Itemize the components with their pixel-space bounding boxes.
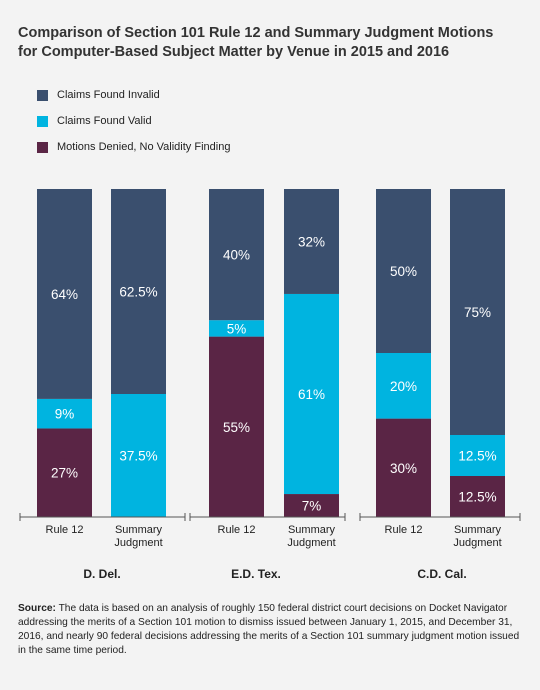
- data-label-denied-0: 27%: [51, 466, 78, 481]
- group-label-1: E.D. Tex.: [231, 567, 281, 581]
- bar-invalid-4: [376, 189, 431, 353]
- source-label: Source:: [18, 603, 56, 614]
- source-note: Source: The data is based on an analysis…: [18, 602, 523, 658]
- bar-denied-2: [209, 336, 264, 517]
- stacked-bar-chart: 27%9%64%Rule 1237.5%62.5%SummaryJudgment…: [19, 189, 521, 581]
- data-label-invalid-3: 32%: [298, 234, 325, 249]
- data-label-valid-2: 5%: [227, 321, 247, 336]
- category-label-0-0: Rule 12: [46, 524, 84, 536]
- chart-title-line-2: for Computer-Based Subject Matter by Ven…: [18, 44, 450, 60]
- data-label-invalid-1: 62.5%: [119, 285, 157, 300]
- bar-valid-2: [209, 320, 264, 337]
- data-label-valid-5: 12.5%: [458, 449, 496, 464]
- bar-invalid-0: [37, 189, 92, 399]
- data-label-valid-1: 37.5%: [119, 449, 157, 464]
- bar-invalid-2: [209, 189, 264, 321]
- group-label-2: C.D. Cal.: [417, 567, 466, 581]
- data-label-invalid-4: 50%: [390, 264, 417, 279]
- category-label-1-1: Judgment: [114, 537, 162, 549]
- bar-valid-0: [37, 398, 92, 429]
- chart-title: Comparison of Section 101 Rule 12 and Su…: [18, 24, 518, 62]
- category-label-4-0: Rule 12: [385, 524, 423, 536]
- category-label-2-0: Rule 12: [218, 524, 256, 536]
- chart-title-line-1: Comparison of Section 101 Rule 12 and Su…: [18, 25, 494, 41]
- data-label-valid-0: 9%: [55, 407, 75, 422]
- data-label-denied-4: 30%: [390, 461, 417, 476]
- data-label-denied-2: 55%: [223, 420, 250, 435]
- bar-invalid-3: [284, 189, 339, 294]
- data-label-invalid-5: 75%: [464, 305, 491, 320]
- bar-denied-3: [284, 494, 339, 517]
- legend-swatch-valid: [37, 116, 48, 127]
- category-label-3-1: Judgment: [287, 537, 335, 549]
- bar-valid-1: [111, 394, 166, 517]
- category-label-5-1: Judgment: [453, 537, 501, 549]
- data-label-valid-3: 61%: [298, 387, 325, 402]
- data-label-denied-3: 7%: [302, 499, 322, 514]
- legend-label-invalid: Claims Found Invalid: [57, 89, 160, 101]
- bar-invalid-5: [450, 189, 505, 435]
- legend-label-denied: Motions Denied, No Validity Finding: [57, 141, 231, 153]
- data-label-valid-4: 20%: [390, 379, 417, 394]
- data-label-invalid-0: 64%: [51, 287, 78, 302]
- source-text: The data is based on an analysis of roug…: [18, 603, 520, 656]
- bar-valid-5: [450, 435, 505, 476]
- legend-swatch-invalid: [37, 90, 48, 101]
- bar-denied-5: [450, 476, 505, 517]
- category-label-3-0: Summary: [288, 524, 336, 536]
- bar-valid-3: [284, 293, 339, 495]
- bar-valid-4: [376, 353, 431, 419]
- bar-denied-4: [376, 418, 431, 517]
- legend-label-valid: Claims Found Valid: [57, 115, 152, 127]
- data-label-invalid-2: 40%: [223, 248, 250, 263]
- legend-swatch-denied: [37, 142, 48, 153]
- data-label-denied-5: 12.5%: [458, 490, 496, 505]
- group-label-0: D. Del.: [83, 567, 120, 581]
- bar-invalid-1: [111, 189, 166, 394]
- category-label-1-0: Summary: [115, 524, 163, 536]
- bar-denied-0: [37, 428, 92, 517]
- category-label-5-0: Summary: [454, 524, 502, 536]
